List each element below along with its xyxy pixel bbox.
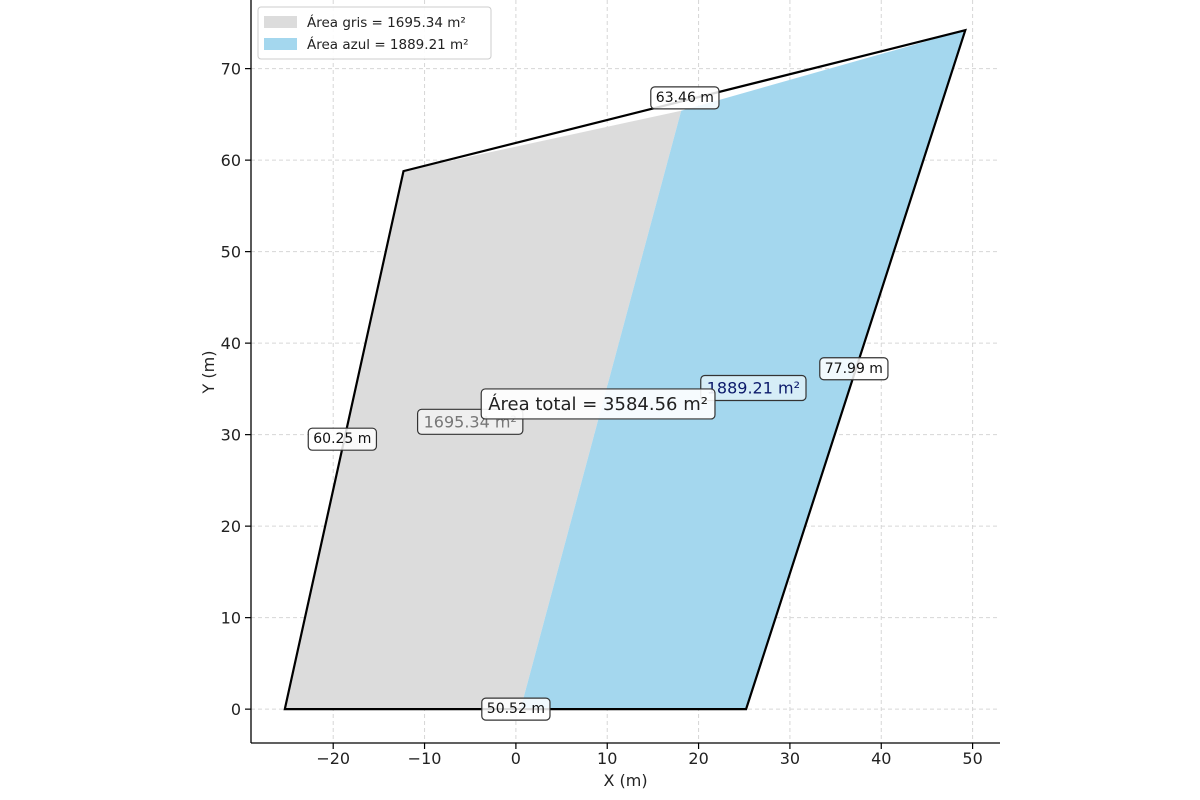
x-tick-label: 40 bbox=[871, 749, 891, 768]
legend-frame bbox=[257, 6, 492, 60]
area-label: 1889.21 m² bbox=[700, 374, 807, 402]
x-tick-label: −20 bbox=[316, 749, 350, 768]
area-label-box bbox=[700, 374, 807, 402]
side-length-label: 60.25 m bbox=[307, 427, 378, 451]
x-tick-label: 20 bbox=[688, 749, 708, 768]
legend-box: Área gris = 1695.34 m² Área azul = 1889.2… bbox=[257, 6, 492, 60]
side-length-label-text: 63.46 m bbox=[656, 90, 714, 106]
axes: −20 −10 0 10 20 30 40 50 0 10 20 30 40 50 60 70 X (m) Y (… bbox=[199, 0, 1000, 790]
side-length-label-box bbox=[307, 427, 378, 451]
x-tick-label: 30 bbox=[780, 749, 800, 768]
side-length-label: 63.46 m bbox=[650, 86, 720, 110]
side-length-label-text: 50.52 m bbox=[487, 701, 545, 717]
side-length-label: 50.52 m bbox=[481, 697, 551, 721]
y-tick-label: 70 bbox=[221, 60, 241, 79]
y-tick-label: 40 bbox=[221, 334, 241, 353]
side-length-label-text: 60.25 m bbox=[313, 431, 371, 447]
legend: Área gris = 1695.34 m² Área azul = 1889.2… bbox=[257, 6, 492, 60]
side-length-label-box bbox=[481, 697, 551, 721]
y-tick-label: 0 bbox=[231, 700, 241, 719]
legend-entry: Área gris = 1695.34 m² bbox=[307, 14, 466, 31]
side-length-label-text: 77.99 m bbox=[825, 361, 883, 377]
legend-entry: Área azul = 1889.21 m² bbox=[307, 36, 469, 53]
side-length-label: 77.99 m bbox=[819, 357, 889, 381]
area-label-text: 1889.21 m² bbox=[707, 378, 800, 397]
parcel-outline bbox=[283, 28, 967, 711]
y-tick-label: 30 bbox=[221, 426, 241, 445]
blue-area-polygon bbox=[520, 30, 966, 710]
y-axis-title: Y (m) bbox=[199, 351, 218, 395]
x-tick-label: −10 bbox=[408, 749, 442, 768]
total-area-label-box bbox=[480, 388, 716, 420]
x-tick-label: 50 bbox=[962, 749, 982, 768]
x-tick-label: 10 bbox=[597, 749, 617, 768]
x-tick-label: 0 bbox=[511, 749, 521, 768]
total-area-label: Área total = 3584.56 m² bbox=[480, 388, 716, 420]
side-length-label-box bbox=[650, 86, 720, 110]
y-tick-label: 50 bbox=[221, 243, 241, 262]
legend-swatch bbox=[264, 16, 297, 28]
total-area-label-text: Área total = 3584.56 m² bbox=[488, 393, 708, 415]
x-axis-title: X (m) bbox=[603, 771, 647, 790]
side-length-label-box bbox=[819, 357, 889, 381]
y-tick-label: 10 bbox=[221, 609, 241, 628]
y-tick-label: 60 bbox=[221, 151, 241, 170]
y-tick-label: 20 bbox=[221, 517, 241, 536]
legend-swatch bbox=[264, 38, 297, 50]
